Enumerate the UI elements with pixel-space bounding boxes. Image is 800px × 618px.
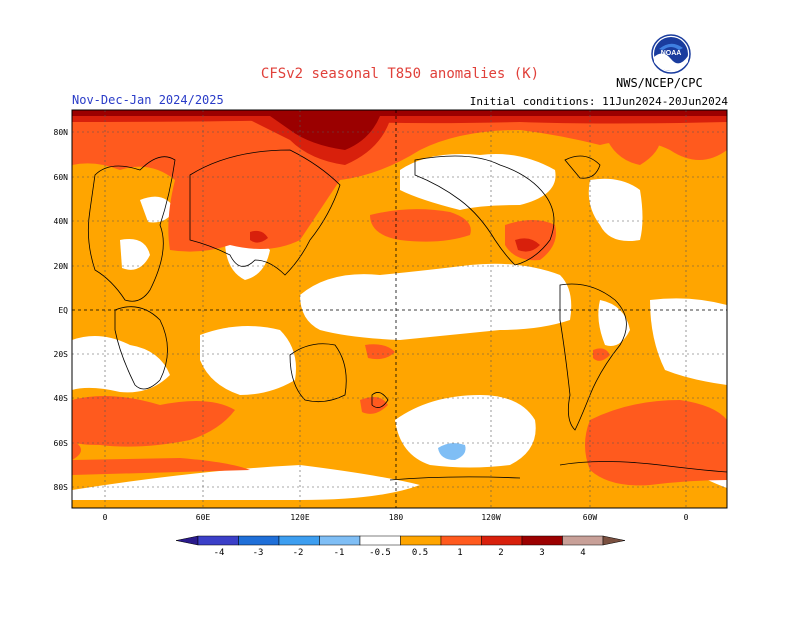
equator-dateline xyxy=(72,110,727,508)
near-normal-regions xyxy=(72,154,727,500)
colorbar-swatch-9 xyxy=(521,535,563,546)
colorbar-label-neg1: -1 xyxy=(333,548,345,558)
colorbar-arrow-high xyxy=(602,535,626,546)
colorbar-label-neg2: -2 xyxy=(292,548,304,558)
colorbar-label-3: 3 xyxy=(539,548,545,558)
lon-label-0-east: 0 xyxy=(683,513,689,522)
colorbar xyxy=(175,535,626,546)
lat-label-60s: 60S xyxy=(53,439,68,448)
lat-label-20s: 20S xyxy=(53,350,68,359)
anomaly-negative-region xyxy=(438,443,466,460)
colorbar-label-neg0.5: -0.5 xyxy=(369,548,391,558)
colorbar-swatch-3 xyxy=(278,535,320,546)
lat-label-40n: 40N xyxy=(53,217,68,226)
lat-label-40s: 40S xyxy=(53,394,68,403)
lon-label-0: 0 xyxy=(102,513,108,522)
lat-label-80n: 80N xyxy=(53,128,68,137)
colorbar-label-1: 1 xyxy=(457,548,463,558)
colorbar-label-4: 4 xyxy=(580,548,586,558)
anomaly-3-4-regions xyxy=(72,110,727,150)
lon-label-120e: 120E xyxy=(290,513,310,522)
lat-lon-grid xyxy=(72,110,727,508)
colorbar-swatch-2 xyxy=(238,535,280,546)
lon-label-60e: 60E xyxy=(195,513,211,522)
colorbar-arrow-low xyxy=(175,535,199,546)
chart-title: CFSv2 seasonal T850 anomalies (K) xyxy=(260,66,540,82)
colorbar-swatch-8 xyxy=(481,535,523,546)
lat-label-60n: 60N xyxy=(53,173,68,182)
colorbar-label-neg4: -4 xyxy=(213,548,225,558)
lat-label-80s: 80S xyxy=(53,483,68,492)
noaa-logo-text: NOAA xyxy=(661,50,682,57)
organization-label: NWS/NCEP/CPC xyxy=(616,76,703,90)
colorbar-swatch-4 xyxy=(319,535,361,546)
colorbar-swatch-1 xyxy=(197,535,239,546)
lat-label-20n: 20N xyxy=(53,262,68,271)
colorbar-label-neg3: -3 xyxy=(252,548,264,558)
lat-label-eq: EQ xyxy=(58,306,68,315)
lon-label-60w: 60W xyxy=(582,513,598,522)
initial-conditions: Initial conditions: 11Jun2024-20Jun2024 xyxy=(469,95,728,108)
colorbar-swatch-7 xyxy=(440,535,482,546)
forecast-period: Nov-Dec-Jan 2024/2025 xyxy=(72,93,224,107)
noaa-logo: NOAA xyxy=(651,34,691,74)
colorbar-label-0.5: 0.5 xyxy=(411,548,429,558)
colorbar-swatch-5 xyxy=(359,535,401,546)
colorbar-label-2: 2 xyxy=(498,548,504,558)
lon-label-180: 180 xyxy=(388,513,404,522)
colorbar-swatch-6 xyxy=(400,535,442,546)
map-frame xyxy=(71,109,728,509)
lon-label-120w: 120W xyxy=(481,513,501,522)
colorbar-swatch-10 xyxy=(562,535,604,546)
coastlines xyxy=(87,149,727,481)
